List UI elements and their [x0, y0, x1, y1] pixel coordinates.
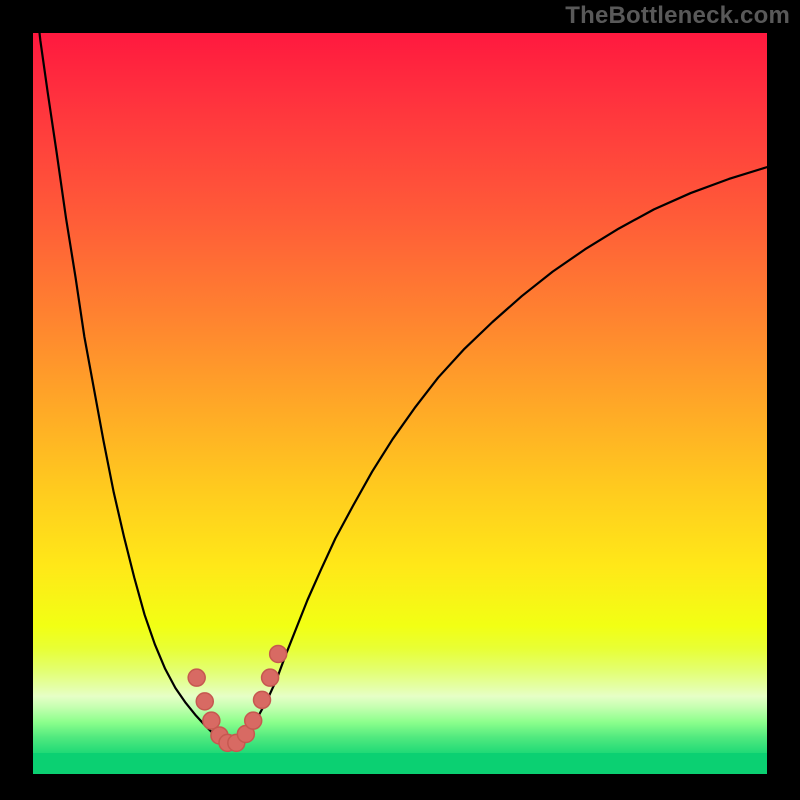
marker-dot — [270, 645, 287, 662]
watermark-text: TheBottleneck.com — [565, 2, 790, 30]
marker-dot — [188, 669, 205, 686]
marker-dot — [245, 712, 262, 729]
marker-dot — [254, 691, 271, 708]
curve-layer — [33, 33, 767, 774]
bottleneck-curve — [33, 33, 767, 744]
marker-dot — [262, 669, 279, 686]
chart-container: TheBottleneck.com — [0, 0, 800, 800]
marker-dot — [196, 693, 213, 710]
chart-frame — [33, 33, 767, 774]
marker-group — [188, 645, 286, 751]
bottom-band — [33, 753, 767, 774]
